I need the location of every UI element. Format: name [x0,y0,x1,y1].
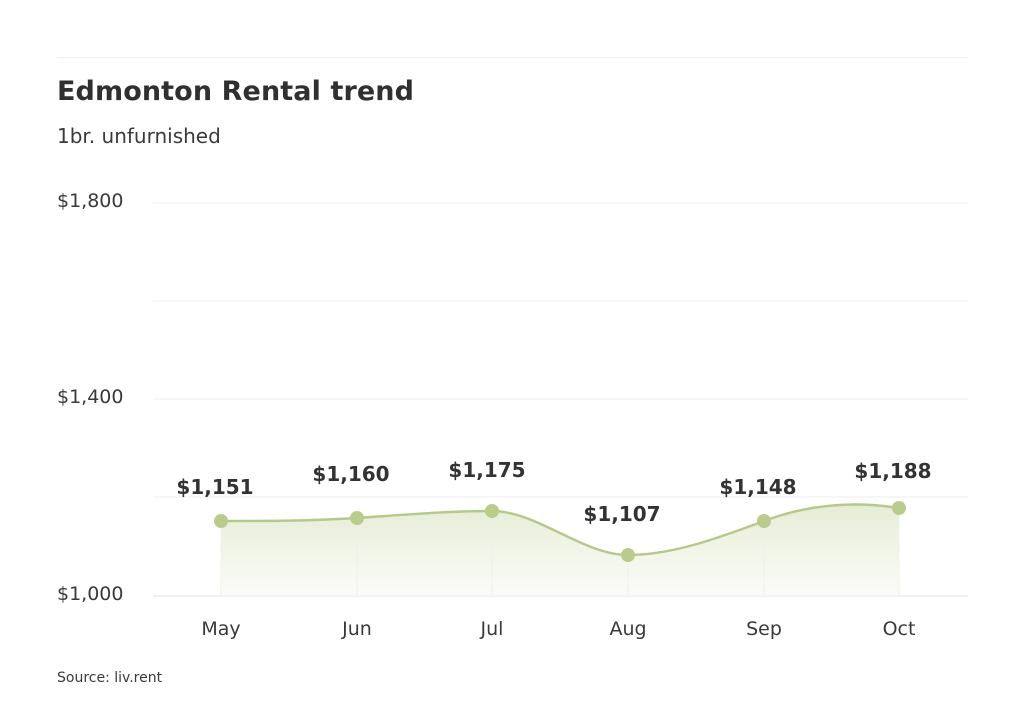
x-tick-jul: Jul [480,618,504,640]
data-point-oct[interactable] [892,501,906,515]
y-tick-1400: $1,400 [57,386,124,408]
y-tick-1800: $1,800 [57,190,124,212]
top-divider [57,57,968,58]
data-points [214,501,906,562]
source-note: Source: liv.rent [57,670,163,686]
data-label-jul: $1,175 [448,458,526,482]
x-tick-may: May [201,618,241,640]
chart-subtitle: 1br. unfurnished [57,124,221,148]
data-label-jun: $1,160 [312,462,390,486]
data-label-oct: $1,188 [854,459,932,483]
x-tick-aug: Aug [609,618,647,640]
data-point-sep[interactable] [757,514,771,528]
x-tick-oct: Oct [882,618,916,640]
data-point-aug[interactable] [621,548,635,562]
x-tick-sep: Sep [746,618,782,640]
data-point-may[interactable] [214,514,228,528]
y-tick-1000: $1,000 [57,583,124,605]
data-label-sep: $1,148 [719,475,797,499]
drop-lines [220,508,900,596]
data-label-may: $1,151 [176,475,254,499]
chart-title: Edmonton Rental trend [57,76,415,107]
data-label-aug: $1,107 [583,502,661,526]
data-point-jun[interactable] [350,511,364,525]
data-point-jul[interactable] [485,504,499,518]
x-tick-jun: Jun [342,618,372,640]
trend-line [220,503,900,557]
area-fill [221,504,899,596]
